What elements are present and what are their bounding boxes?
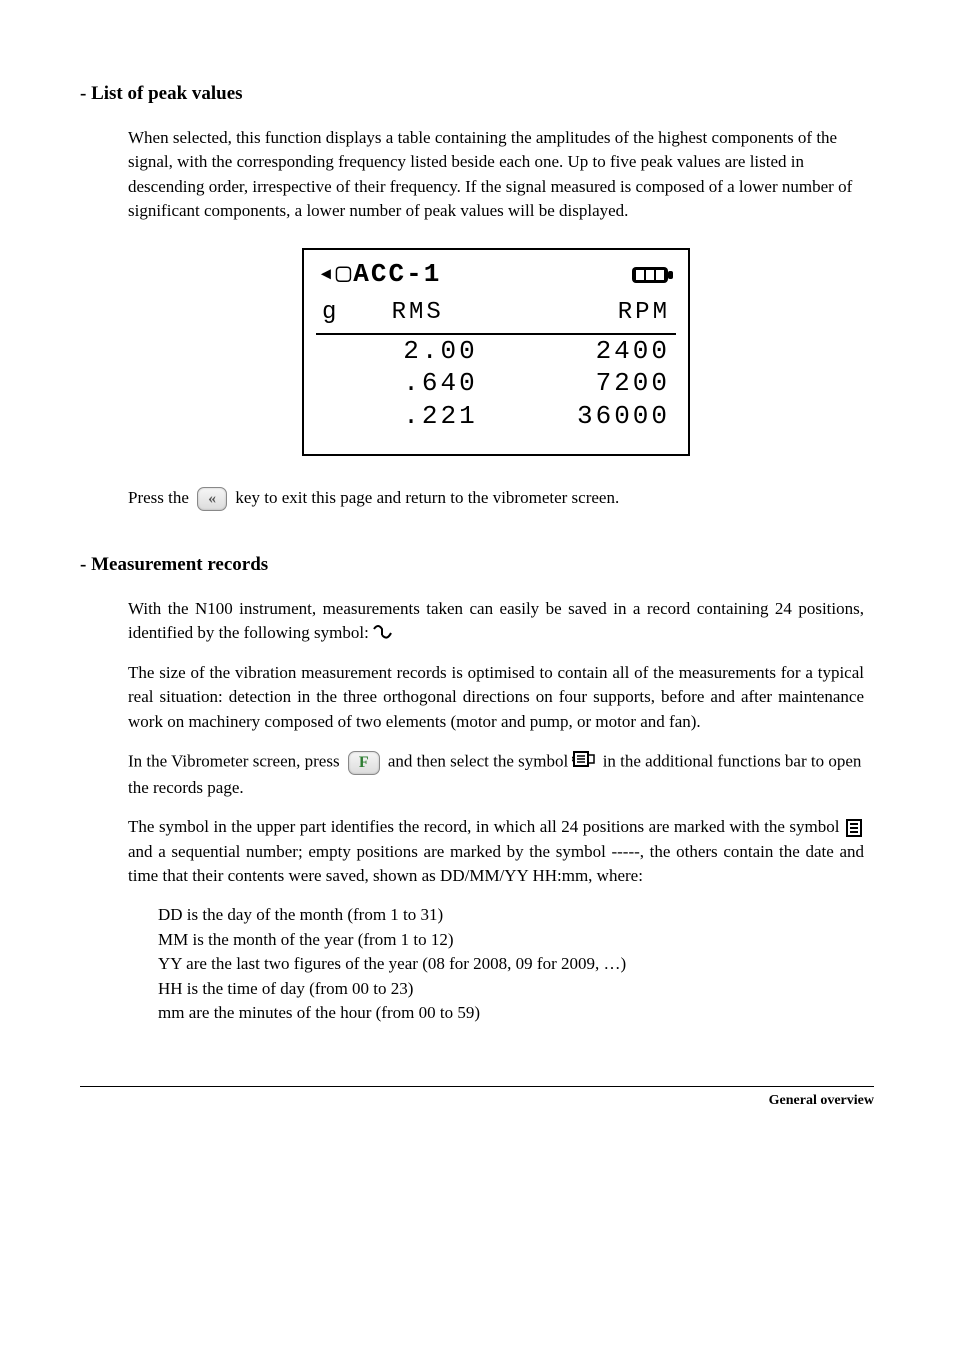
table-row: .221 36000 [316, 400, 676, 433]
heading-measurement-records: - Measurement records [80, 551, 874, 579]
paragraph-record-positions: The symbol in the upper part identifies … [128, 815, 864, 889]
table-row: 2.00 2400 [316, 334, 676, 368]
paragraph-records-size: The size of the vibration measurement re… [128, 661, 864, 735]
list-item: YY are the last two figures of the year … [158, 952, 864, 977]
display-title: ◂▢ACC-1 [318, 256, 441, 294]
col-header-rpm: RPM [518, 296, 676, 334]
back-key-icon: « [197, 487, 227, 511]
record-symbol-icon [373, 622, 399, 647]
list-item: mm are the minutes of the hour (from 00 … [158, 1001, 864, 1026]
press-back-line: Press the « key to exit this page and re… [128, 486, 864, 511]
col-header-rms: g RMS [316, 296, 518, 334]
peak-table: g RMS RPM 2.00 2400 .640 7200 .221 36000 [316, 296, 676, 432]
list-item: MM is the month of the year (from 1 to 1… [158, 928, 864, 953]
footer-divider [80, 1086, 874, 1087]
f-key-icon: F [348, 751, 380, 775]
paragraph-open-records: In the Vibrometer screen, press F and th… [128, 749, 864, 801]
paragraph-peak-intro: When selected, this function displays a … [128, 126, 864, 225]
list-item: DD is the day of the month (from 1 to 31… [158, 903, 864, 928]
position-list-icon [846, 819, 862, 837]
records-page-icon [572, 749, 598, 777]
table-row: .640 7200 [316, 367, 676, 400]
list-item: HH is the time of day (from 00 to 23) [158, 977, 864, 1002]
paragraph-records-intro: With the N100 instrument, measurements t… [128, 597, 864, 647]
peak-table-body: 2.00 2400 .640 7200 .221 36000 [316, 334, 676, 433]
lcd-display: ◂▢ACC-1 g RMS RPM [302, 248, 690, 456]
date-format-list: DD is the day of the month (from 1 to 31… [158, 903, 864, 1026]
footer-text: General overview [80, 1091, 874, 1111]
heading-peak-values: - List of peak values [80, 80, 874, 108]
battery-icon [632, 265, 674, 285]
